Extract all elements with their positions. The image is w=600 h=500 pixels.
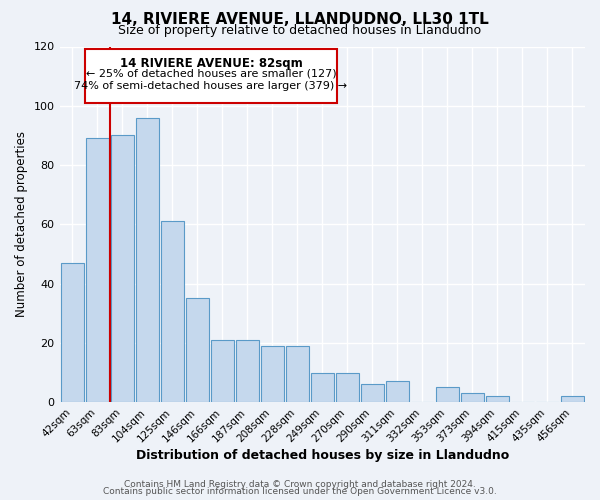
Bar — [185, 298, 209, 402]
Bar — [336, 372, 359, 402]
Bar — [136, 118, 158, 402]
Bar — [561, 396, 584, 402]
Text: 74% of semi-detached houses are larger (379) →: 74% of semi-detached houses are larger (… — [74, 80, 347, 90]
Bar — [286, 346, 309, 402]
X-axis label: Distribution of detached houses by size in Llandudno: Distribution of detached houses by size … — [136, 450, 509, 462]
Bar — [161, 222, 184, 402]
Y-axis label: Number of detached properties: Number of detached properties — [15, 132, 28, 318]
Bar — [311, 372, 334, 402]
Bar — [236, 340, 259, 402]
Text: Contains public sector information licensed under the Open Government Licence v3: Contains public sector information licen… — [103, 487, 497, 496]
Text: ← 25% of detached houses are smaller (127): ← 25% of detached houses are smaller (12… — [86, 68, 336, 78]
Bar — [486, 396, 509, 402]
Text: 14 RIVIERE AVENUE: 82sqm: 14 RIVIERE AVENUE: 82sqm — [119, 57, 302, 70]
Bar — [386, 382, 409, 402]
Bar — [436, 388, 459, 402]
Bar — [110, 136, 134, 402]
Text: 14, RIVIERE AVENUE, LLANDUDNO, LL30 1TL: 14, RIVIERE AVENUE, LLANDUDNO, LL30 1TL — [111, 12, 489, 28]
Text: Contains HM Land Registry data © Crown copyright and database right 2024.: Contains HM Land Registry data © Crown c… — [124, 480, 476, 489]
FancyBboxPatch shape — [85, 50, 337, 103]
Text: Size of property relative to detached houses in Llandudno: Size of property relative to detached ho… — [118, 24, 482, 37]
Bar — [261, 346, 284, 402]
Bar — [211, 340, 233, 402]
Bar — [361, 384, 384, 402]
Bar — [61, 263, 83, 402]
Bar — [461, 394, 484, 402]
Bar — [86, 138, 109, 402]
